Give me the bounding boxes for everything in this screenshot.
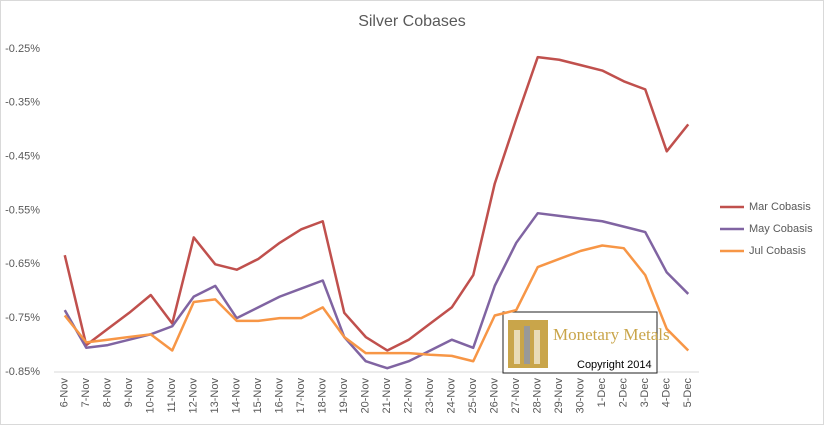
- x-tick-label: 16-Nov: [274, 378, 286, 414]
- series-line: [63, 244, 690, 363]
- y-tick-label: -0.85%: [5, 366, 40, 378]
- y-tick-label: -0.35%: [5, 97, 40, 109]
- y-tick-label: -0.75%: [5, 312, 40, 324]
- copyright: Copyright 2014: [577, 359, 652, 371]
- x-tick-label: 14-Nov: [231, 378, 243, 414]
- logo-bar: [514, 330, 520, 364]
- y-tick-label: -0.45%: [5, 151, 40, 163]
- logo-bar: [534, 330, 540, 364]
- x-tick-label: 6-Nov: [59, 378, 71, 408]
- x-tick-label: 24-Nov: [446, 378, 458, 414]
- logo-text: Monetary Metals: [553, 325, 670, 344]
- y-tick-label: -0.65%: [5, 258, 40, 270]
- x-tick-label: 11-Nov: [166, 378, 178, 413]
- x-tick-label: 22-Nov: [403, 378, 415, 414]
- legend-label: Mar Cobasis: [749, 201, 811, 213]
- x-tick-label: 3-Dec: [639, 378, 651, 408]
- x-tick-label: 30-Nov: [575, 378, 587, 414]
- x-tick-label: 5-Dec: [682, 378, 694, 408]
- logo: Monetary Metals Copyright 2014: [502, 311, 670, 374]
- series-line: [63, 211, 690, 370]
- chart-title: Silver Cobases: [358, 13, 466, 30]
- x-tick-label: 12-Nov: [188, 378, 200, 414]
- series-line: [63, 55, 690, 352]
- x-tick-label: 1-Dec: [596, 378, 608, 408]
- x-tick-label: 10-Nov: [145, 378, 157, 414]
- x-tick-label: 20-Nov: [360, 378, 372, 414]
- x-tick-label: 4-Dec: [661, 378, 673, 408]
- y-tick-label: -0.55%: [5, 204, 40, 216]
- x-tick-label: 23-Nov: [424, 378, 436, 414]
- x-tick-label: 25-Nov: [467, 378, 479, 414]
- x-tick-label: 26-Nov: [489, 378, 501, 414]
- x-tick-label: 29-Nov: [553, 378, 565, 414]
- x-tick-label: 7-Nov: [80, 378, 92, 408]
- x-tick-label: 18-Nov: [317, 378, 329, 414]
- x-tick-label: 15-Nov: [252, 378, 264, 414]
- x-tick-label: 2-Dec: [618, 378, 630, 408]
- x-tick-label: 19-Nov: [338, 378, 350, 414]
- legend-label: May Cobasis: [749, 223, 813, 235]
- x-tick-label: 27-Nov: [510, 378, 522, 414]
- x-tick-label: 28-Nov: [532, 378, 544, 414]
- y-tick-label: -0.25%: [5, 43, 40, 55]
- x-tick-label: 9-Nov: [123, 378, 135, 408]
- x-tick-label: 17-Nov: [295, 378, 307, 414]
- x-tick-label: 21-Nov: [381, 378, 393, 414]
- logo-bar: [524, 326, 530, 364]
- legend-label: Jul Cobasis: [749, 245, 806, 257]
- x-tick-label: 8-Nov: [102, 378, 114, 408]
- x-tick-label: 13-Nov: [209, 378, 221, 414]
